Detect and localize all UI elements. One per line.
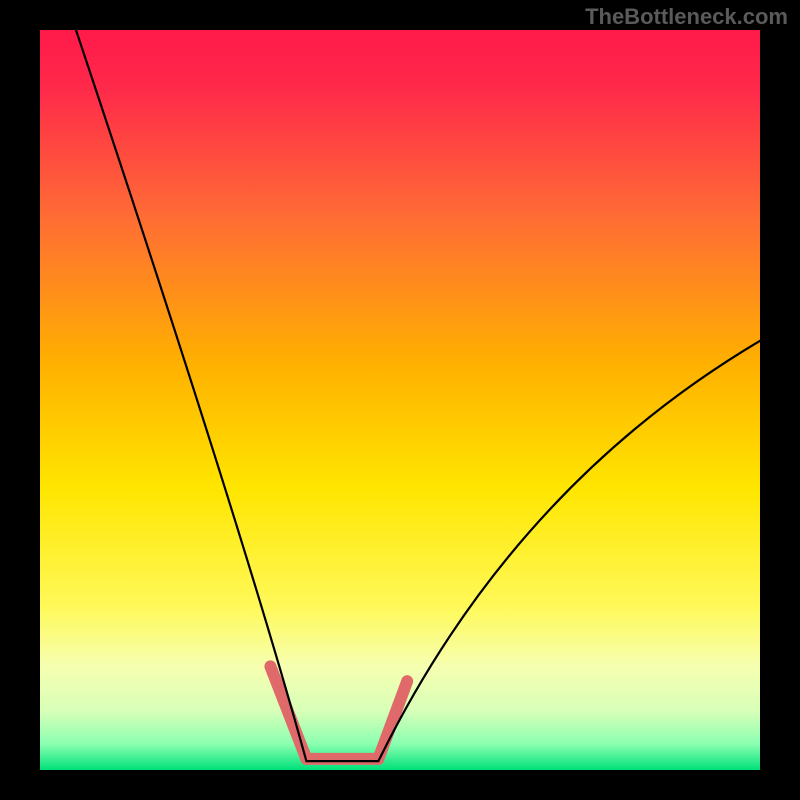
- chart-frame: TheBottleneck.com: [0, 0, 800, 800]
- gradient-background: [40, 30, 760, 770]
- watermark-text: TheBottleneck.com: [585, 4, 788, 30]
- bottleneck-curve-chart: [40, 30, 760, 770]
- plot-area: [40, 30, 760, 770]
